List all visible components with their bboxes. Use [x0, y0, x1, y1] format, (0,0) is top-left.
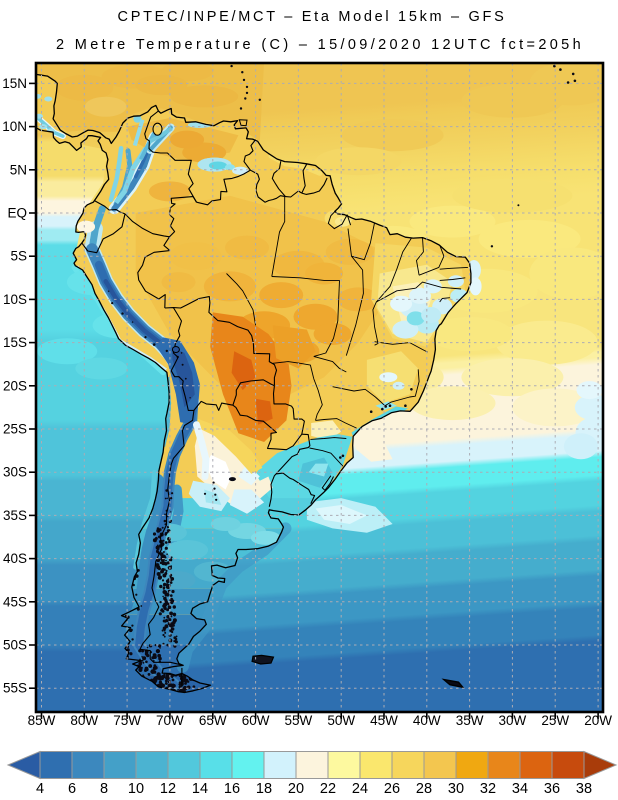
- svg-text:75W: 75W: [113, 713, 141, 728]
- svg-text:20S: 20S: [3, 378, 27, 393]
- svg-text:10: 10: [128, 781, 144, 797]
- svg-text:60W: 60W: [242, 713, 270, 728]
- svg-text:55S: 55S: [3, 681, 27, 696]
- svg-text:55W: 55W: [285, 713, 313, 728]
- svg-text:10N: 10N: [2, 119, 27, 134]
- svg-text:CPTEC/INPE/MCT – Eta Model 15: CPTEC/INPE/MCT – Eta Model 15km – GFS: [118, 9, 507, 25]
- svg-text:16: 16: [224, 781, 240, 797]
- svg-text:24: 24: [352, 781, 368, 797]
- svg-text:45W: 45W: [370, 713, 398, 728]
- svg-text:70W: 70W: [156, 713, 184, 728]
- svg-text:8: 8: [100, 781, 108, 797]
- svg-text:34: 34: [512, 781, 528, 797]
- svg-text:20: 20: [288, 781, 304, 797]
- svg-text:28: 28: [416, 781, 432, 797]
- svg-text:35W: 35W: [456, 713, 484, 728]
- svg-text:22: 22: [320, 781, 336, 797]
- svg-text:40W: 40W: [413, 713, 441, 728]
- svg-text:25S: 25S: [3, 422, 27, 437]
- svg-text:30W: 30W: [499, 713, 527, 728]
- svg-text:15N: 15N: [2, 76, 27, 91]
- svg-text:38: 38: [576, 781, 592, 797]
- svg-text:50W: 50W: [327, 713, 355, 728]
- svg-text:15S: 15S: [3, 335, 27, 350]
- svg-text:5S: 5S: [10, 249, 27, 264]
- svg-text:5N: 5N: [10, 162, 27, 177]
- svg-text:25W: 25W: [541, 713, 569, 728]
- svg-text:30: 30: [448, 781, 464, 797]
- svg-text:32: 32: [480, 781, 496, 797]
- svg-text:36: 36: [544, 781, 560, 797]
- svg-text:35S: 35S: [3, 508, 27, 523]
- svg-text:20W: 20W: [584, 713, 612, 728]
- svg-text:2 Metre Temperature (C) – 15/0: 2 Metre Temperature (C) – 15/09/2020 12U…: [56, 37, 584, 53]
- svg-text:EQ: EQ: [7, 206, 27, 221]
- svg-text:40S: 40S: [3, 551, 27, 566]
- svg-text:14: 14: [192, 781, 208, 797]
- svg-text:45S: 45S: [3, 594, 27, 609]
- svg-text:6: 6: [68, 781, 76, 797]
- svg-text:85W: 85W: [28, 713, 56, 728]
- svg-text:10S: 10S: [3, 292, 27, 307]
- svg-text:30S: 30S: [3, 465, 27, 480]
- svg-text:26: 26: [384, 781, 400, 797]
- svg-text:4: 4: [36, 781, 44, 797]
- svg-text:65W: 65W: [199, 713, 227, 728]
- svg-text:12: 12: [160, 781, 176, 797]
- svg-text:50S: 50S: [3, 638, 27, 653]
- svg-text:18: 18: [256, 781, 272, 797]
- svg-text:80W: 80W: [70, 713, 98, 728]
